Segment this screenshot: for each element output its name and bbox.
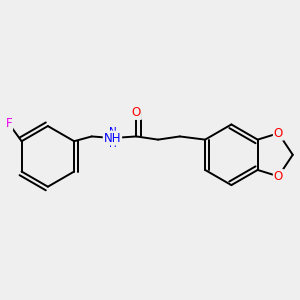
Text: F: F: [5, 117, 12, 130]
Text: O: O: [132, 106, 141, 119]
Text: O: O: [274, 170, 283, 183]
Text: NH: NH: [104, 131, 121, 145]
Text: N
H: N H: [109, 127, 116, 149]
Text: O: O: [274, 127, 283, 140]
